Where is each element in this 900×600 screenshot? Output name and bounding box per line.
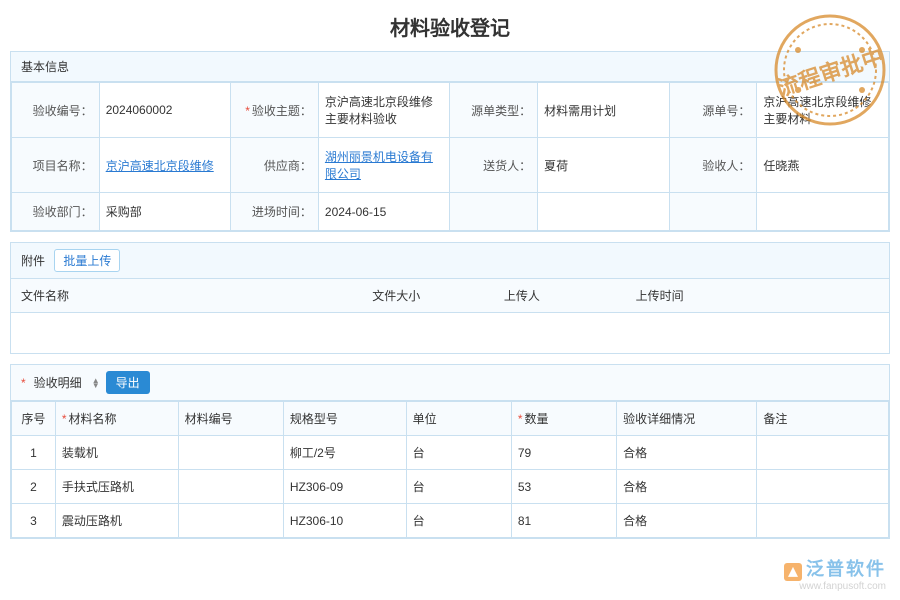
th-material-no: 材料编号 bbox=[178, 402, 283, 436]
cell-seq: 3 bbox=[12, 504, 56, 538]
page-title: 材料验收登记 bbox=[0, 0, 900, 51]
col-upload-time: 上传时间 bbox=[626, 279, 889, 312]
th-remark: 备注 bbox=[757, 402, 889, 436]
cell-remark bbox=[757, 470, 889, 504]
cell-spec: HZ306-10 bbox=[283, 504, 406, 538]
col-filename: 文件名称 bbox=[11, 279, 362, 312]
attachments-columns: 文件名称 文件大小 上传人 上传时间 bbox=[11, 279, 889, 313]
watermark-cn: 泛普软件 bbox=[806, 559, 886, 579]
attachments-empty-body bbox=[11, 313, 889, 353]
th-unit: 单位 bbox=[406, 402, 511, 436]
basic-info-panel: 基本信息 验收编号： 2024060002 *验收主题： 京沪高速北京段维修主要… bbox=[10, 51, 890, 232]
label-accept-no: 验收编号： bbox=[12, 83, 100, 138]
cell-spec: 柳工/2号 bbox=[283, 436, 406, 470]
cell-material-name: 手扶式压路机 bbox=[55, 470, 178, 504]
cell-status: 合格 bbox=[617, 470, 757, 504]
detail-toolbar: * 验收明细 ▲▼ 导出 bbox=[11, 365, 889, 401]
cell-unit: 台 bbox=[406, 436, 511, 470]
detail-section-label: 验收明细 bbox=[34, 374, 82, 391]
cell-spec: HZ306-09 bbox=[283, 470, 406, 504]
watermark-en: www.fanpusoft.com bbox=[784, 581, 886, 592]
cell-material-no bbox=[178, 436, 283, 470]
value-accept-no: 2024060002 bbox=[99, 83, 231, 138]
cell-status: 合格 bbox=[617, 436, 757, 470]
label-source-doc: 源单号： bbox=[669, 83, 757, 138]
th-status: 验收详细情况 bbox=[617, 402, 757, 436]
batch-upload-button[interactable]: 批量上传 bbox=[54, 249, 120, 272]
attachments-panel: 附件 批量上传 文件名称 文件大小 上传人 上传时间 bbox=[10, 242, 890, 354]
detail-table: 序号 *材料名称 材料编号 规格型号 单位 *数量 验收详细情况 备注 1装载机… bbox=[11, 401, 889, 538]
export-button[interactable]: 导出 bbox=[106, 371, 150, 394]
cell-remark bbox=[757, 504, 889, 538]
cell-seq: 2 bbox=[12, 470, 56, 504]
value-source-doc: 京沪高速北京段维修主要材料 bbox=[757, 83, 889, 138]
cell-unit: 台 bbox=[406, 470, 511, 504]
label-receiver: 验收人： bbox=[669, 138, 757, 193]
cell-quantity: 53 bbox=[511, 470, 616, 504]
link-project-name[interactable]: 京沪高速北京段维修 bbox=[106, 159, 214, 173]
col-uploader: 上传人 bbox=[494, 279, 626, 312]
basic-info-header: 基本信息 bbox=[11, 52, 889, 82]
cell-status: 合格 bbox=[617, 504, 757, 538]
table-row[interactable]: 3震动压路机 HZ306-10台81合格 bbox=[12, 504, 889, 538]
watermark-logo-icon bbox=[784, 563, 802, 581]
value-deliverer: 夏荷 bbox=[538, 138, 670, 193]
table-row[interactable]: 1装载机 柳工/2号台79合格 bbox=[12, 436, 889, 470]
label-accept-subject: *验收主题： bbox=[231, 83, 319, 138]
cell-material-name: 装载机 bbox=[55, 436, 178, 470]
cell-quantity: 79 bbox=[511, 436, 616, 470]
label-deliverer: 送货人： bbox=[450, 138, 538, 193]
th-quantity: *数量 bbox=[511, 402, 616, 436]
label-supplier: 供应商： bbox=[231, 138, 319, 193]
th-seq: 序号 bbox=[12, 402, 56, 436]
value-accept-subject: 京沪高速北京段维修主要材料验收 bbox=[318, 83, 450, 138]
detail-panel: * 验收明细 ▲▼ 导出 序号 *材料名称 材料编号 规格型号 单位 *数量 验… bbox=[10, 364, 890, 539]
col-filesize: 文件大小 bbox=[362, 279, 494, 312]
th-spec: 规格型号 bbox=[283, 402, 406, 436]
value-receiver: 任晓燕 bbox=[757, 138, 889, 193]
label-accept-dept: 验收部门： bbox=[12, 193, 100, 231]
cell-seq: 1 bbox=[12, 436, 56, 470]
watermark: 泛普软件 www.fanpusoft.com bbox=[784, 555, 886, 592]
cell-material-no bbox=[178, 504, 283, 538]
cell-remark bbox=[757, 436, 889, 470]
value-enter-time: 2024-06-15 bbox=[318, 193, 450, 231]
value-accept-dept: 采购部 bbox=[99, 193, 231, 231]
cell-quantity: 81 bbox=[511, 504, 616, 538]
detail-required-star: * bbox=[21, 376, 26, 390]
label-enter-time: 进场时间： bbox=[231, 193, 319, 231]
cell-material-name: 震动压路机 bbox=[55, 504, 178, 538]
label-source-type: 源单类型： bbox=[450, 83, 538, 138]
label-project-name: 项目名称： bbox=[12, 138, 100, 193]
value-source-type: 材料需用计划 bbox=[538, 83, 670, 138]
cell-unit: 台 bbox=[406, 504, 511, 538]
table-row[interactable]: 2手扶式压路机 HZ306-09台53合格 bbox=[12, 470, 889, 504]
attachments-label: 附件 bbox=[21, 254, 45, 268]
link-supplier[interactable]: 湖州丽景机电设备有限公司 bbox=[325, 150, 433, 181]
sort-toggle-icon[interactable]: ▲▼ bbox=[92, 378, 100, 388]
th-material-name: *材料名称 bbox=[55, 402, 178, 436]
attachments-header: 附件 批量上传 bbox=[11, 243, 889, 279]
cell-material-no bbox=[178, 470, 283, 504]
basic-info-table: 验收编号： 2024060002 *验收主题： 京沪高速北京段维修主要材料验收 … bbox=[11, 82, 889, 231]
